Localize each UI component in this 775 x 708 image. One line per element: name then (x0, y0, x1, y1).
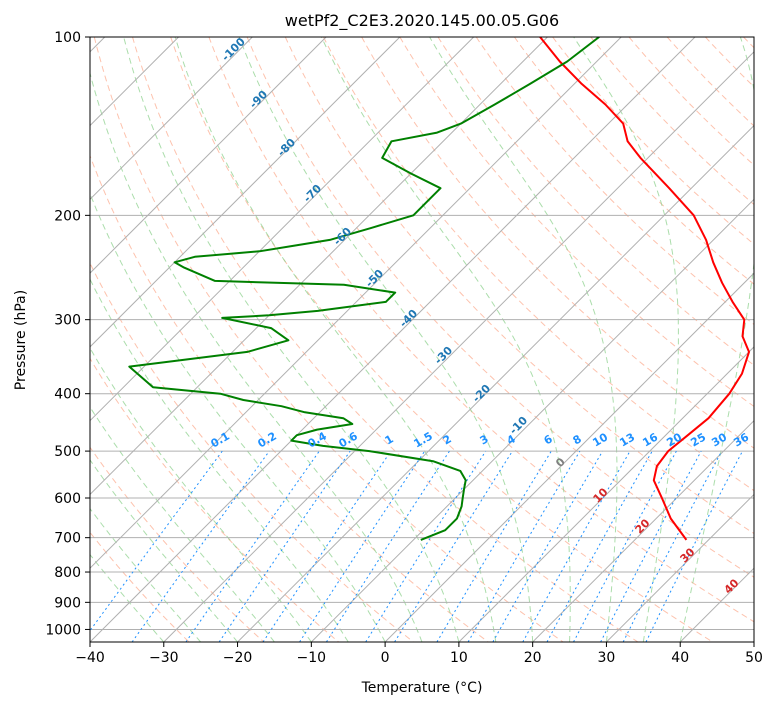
x-tick-label: −10 (297, 650, 327, 666)
dry-adiabat (208, 37, 754, 623)
mixing-ratio-line (546, 450, 653, 642)
dry-adiabat (90, 531, 190, 642)
plot-area (90, 37, 754, 642)
chart-title: wetPf2_C2E3.2020.145.00.05.G06 (285, 11, 559, 31)
mixing-ratio-lines (90, 450, 743, 642)
sounding-curves (128, 37, 750, 541)
y-tick-label: 800 (54, 565, 81, 581)
x-tick-label: −20 (223, 650, 253, 666)
mixing-ratio-line (185, 450, 320, 642)
isotherm-line (237, 124, 754, 642)
moist-adiabat (90, 459, 238, 642)
y-tick-label: 700 (54, 531, 81, 547)
mixing-ratio-line (522, 450, 631, 642)
moist-adiabat (90, 278, 349, 642)
x-tick-label: 30 (598, 650, 616, 666)
skewed-isotherms (90, 37, 754, 642)
moist-adiabat (90, 553, 165, 642)
mixing-ratio-line (325, 450, 450, 642)
isotherm-line (384, 272, 754, 642)
moist-adiabat (123, 37, 460, 642)
dry-adiabat (132, 37, 639, 642)
dry-adiabat (93, 37, 564, 642)
x-tick-label: 0 (381, 650, 390, 666)
y-tick-label: 500 (54, 444, 81, 460)
dry-adiabat (90, 262, 414, 642)
temperature-curve (539, 37, 750, 541)
moist-adiabat (90, 71, 423, 642)
isotherm-line (163, 51, 754, 642)
dry-adiabat (90, 357, 339, 642)
moist-adiabat (90, 507, 202, 642)
y-axis-ticks: 100 200 300 400 500 600 700 800 900 1000 (45, 30, 90, 638)
mixing-ratio-line (645, 450, 743, 642)
moist-adiabats (90, 37, 754, 642)
mixing-ratio-line (622, 450, 723, 642)
x-axis-ticks: −40 −30 −20 −10 0 10 20 30 40 50 (75, 642, 763, 666)
dry-adiabat (284, 37, 754, 535)
mixing-ratio-line (573, 450, 677, 642)
moist-adiabat (238, 37, 534, 642)
y-tick-label: 300 (54, 313, 81, 329)
mixing-ratio-line (90, 450, 223, 632)
dewpoint-curve (128, 37, 600, 541)
mixing-ratio-line (492, 450, 604, 642)
isotherm-line (310, 198, 754, 642)
x-tick-label: 10 (450, 650, 468, 666)
y-tick-label: 900 (54, 595, 81, 611)
isotherm-line (90, 37, 475, 422)
y-axis-label: Pressure (hPa) (13, 290, 29, 390)
isotherm-line (90, 37, 401, 348)
y-tick-label: 1000 (45, 622, 81, 638)
mixing-ratio-line (365, 450, 487, 642)
moist-adiabat (320, 37, 571, 642)
dry-adiabat (552, 37, 754, 245)
moist-adiabat (573, 37, 679, 642)
dry-adiabat (246, 37, 754, 578)
mixing-ratio-line (394, 450, 513, 642)
plot-frame (89, 36, 755, 643)
mixing-ratio-line (600, 450, 702, 642)
x-tick-label: −40 (75, 650, 105, 666)
y-tick-label: 600 (54, 491, 81, 507)
mixing-ratio-line (467, 450, 581, 642)
mixing-ratio-line (436, 450, 552, 642)
isotherm-line (90, 37, 696, 642)
mixing-ratio-line (131, 450, 270, 642)
dry-adiabat (170, 37, 713, 642)
y-tick-label: 100 (54, 30, 81, 46)
isotherm-line (90, 37, 548, 496)
isobar-gridlines (90, 37, 754, 630)
dry-adiabat (590, 37, 754, 206)
moist-adiabat (679, 37, 754, 642)
isotherm-line (606, 493, 754, 642)
x-tick-label: −30 (149, 650, 179, 666)
moist-adiabat (90, 192, 386, 642)
x-tick-label: 20 (524, 650, 542, 666)
isotherm-line (90, 37, 253, 201)
dry-adiabat (90, 154, 489, 642)
dry-adiabat (399, 37, 754, 408)
moist-adiabat (90, 406, 275, 642)
isotherm-line (90, 37, 327, 274)
dry-adiabat (437, 37, 754, 366)
isotherm-line (90, 37, 622, 569)
isotherm-line (458, 346, 754, 642)
x-axis-label: Temperature (°C) (361, 680, 483, 696)
moist-adiabat (174, 37, 497, 642)
isotherm-line (532, 419, 754, 642)
x-tick-label: 50 (745, 650, 763, 666)
mixing-ratio-line (299, 450, 426, 642)
y-tick-label: 400 (54, 387, 81, 403)
dry-adiabat (90, 446, 265, 642)
y-tick-label: 200 (54, 208, 81, 224)
dry-adiabats (90, 37, 754, 642)
x-tick-label: 40 (671, 650, 689, 666)
moist-adiabat (429, 37, 618, 642)
